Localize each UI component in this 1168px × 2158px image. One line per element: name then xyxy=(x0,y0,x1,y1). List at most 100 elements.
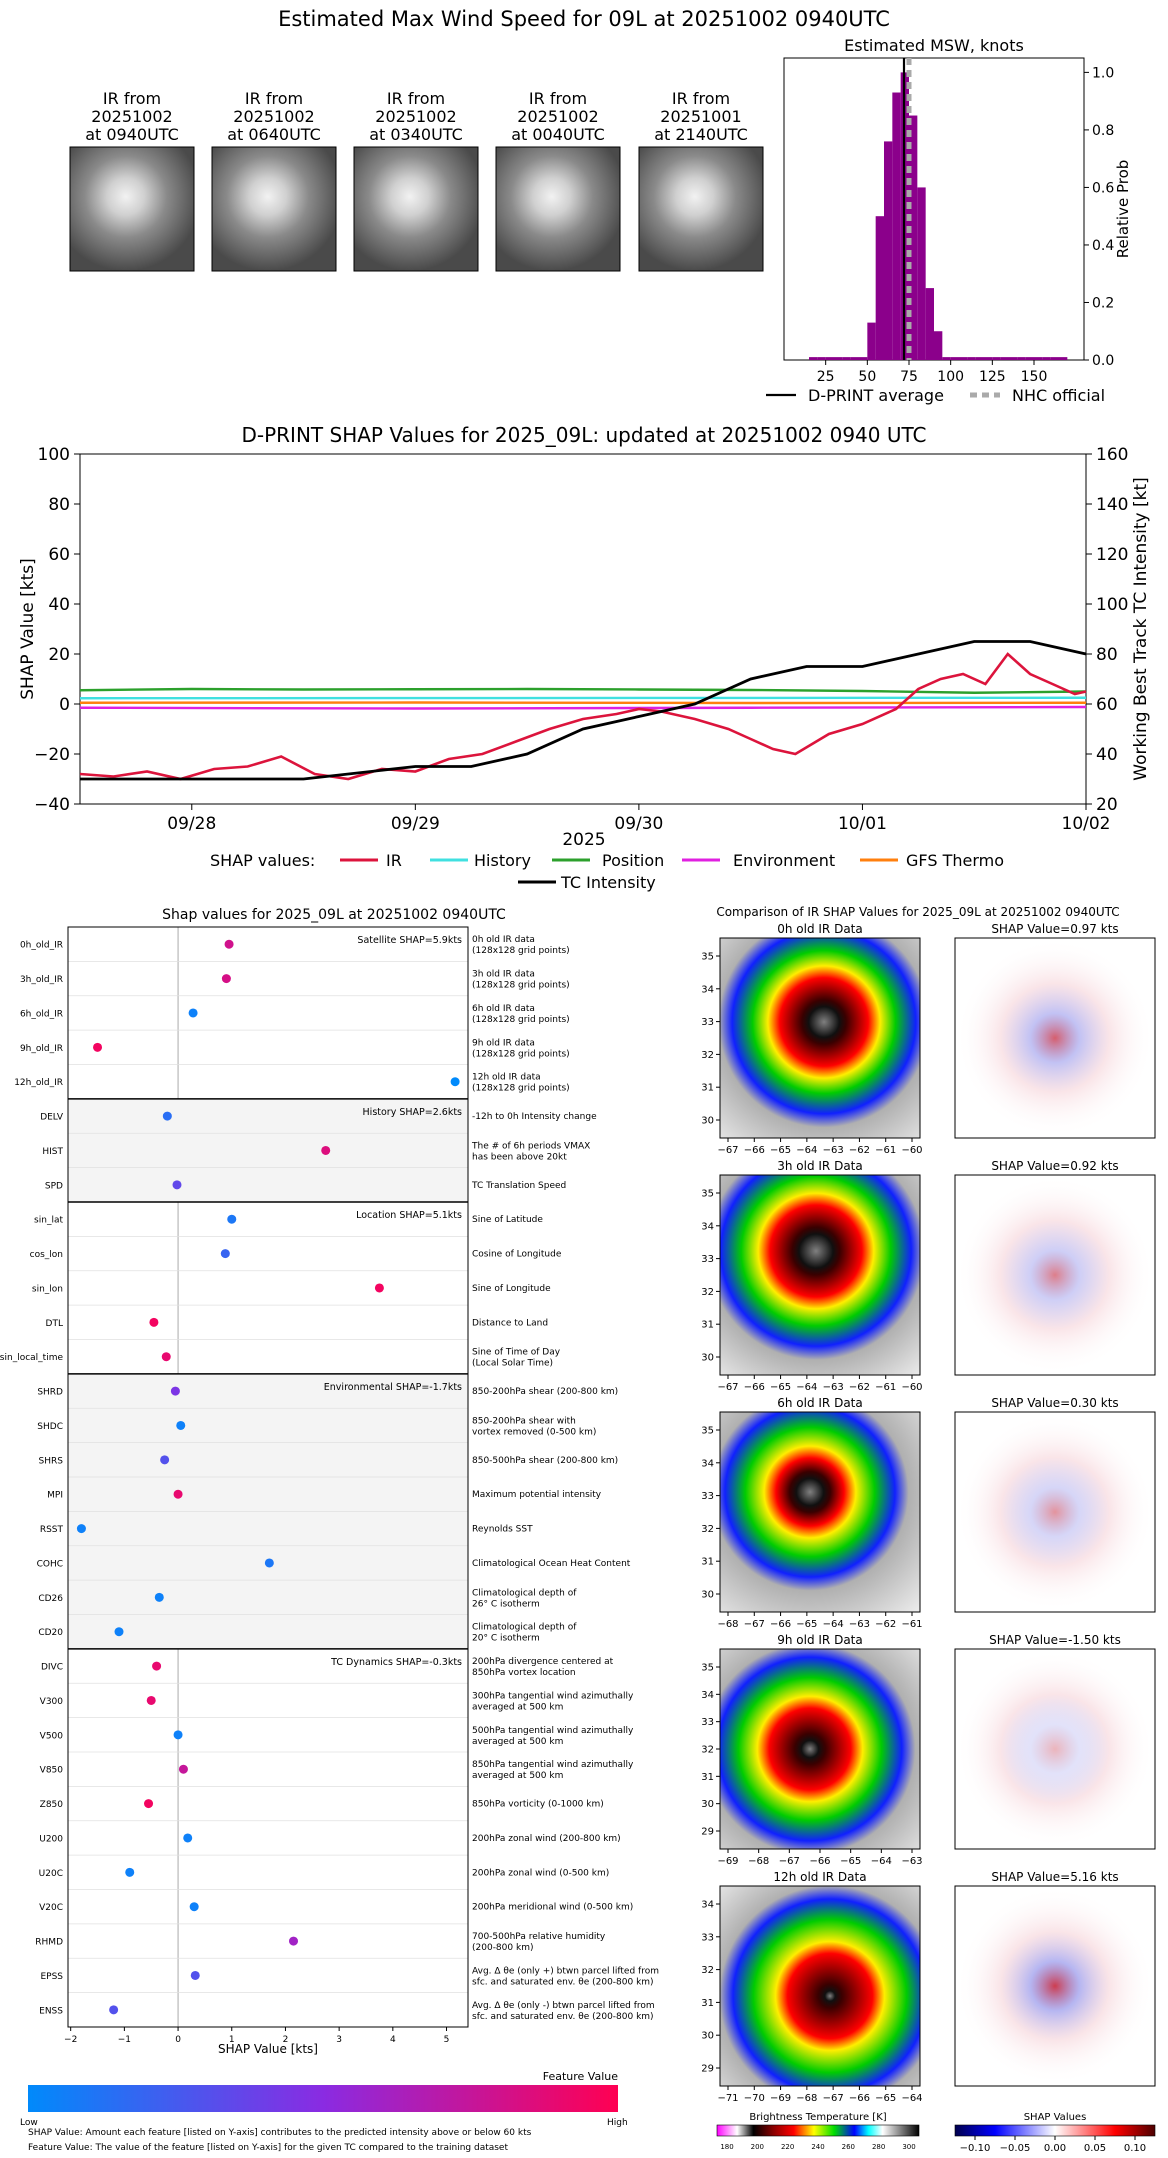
thumb-image xyxy=(495,146,621,272)
feature-desc: 700-500hPa relative humidity xyxy=(472,1932,606,1942)
thumb-title-line1: IR from xyxy=(245,89,303,108)
feature-xtick-label: 2 xyxy=(283,2035,289,2045)
thumb-title-line3: at 0340UTC xyxy=(369,125,463,144)
feature-name: CD20 xyxy=(38,1628,63,1638)
feature-name: HIST xyxy=(42,1147,63,1157)
bt-tick-label: 220 xyxy=(781,2143,794,2151)
feature-shap-point xyxy=(188,1008,198,1018)
thumb-title-line1: IR from xyxy=(529,89,587,108)
msw-hist-ylabel: Relative Prob xyxy=(1114,160,1132,259)
feature-group-label: History SHAP=2.6kts xyxy=(363,1107,463,1118)
ir-panel-row: 9h old IR Data SHAP Value=-1.50 kts −69 −68… xyxy=(701,1633,1156,1867)
feature-name: 9h_old_IR xyxy=(20,1044,63,1054)
shap-feature-title: Shap values for 2025_09L at 20251002 094… xyxy=(162,907,506,923)
bt-tick-label: 180 xyxy=(720,2143,733,2151)
thumb-image xyxy=(353,146,479,272)
ts-y2tick-label: 80 xyxy=(1096,645,1118,665)
hist-ytick-label: 0.4 xyxy=(1092,238,1114,254)
ir-xtick-label: −67 xyxy=(717,1145,738,1156)
shap-panel-title: SHAP Value=0.92 kts xyxy=(991,1159,1118,1173)
feature-shap-point xyxy=(176,1420,186,1430)
ir-xtick-label: −60 xyxy=(901,1145,922,1156)
feature-xtick-label: 1 xyxy=(229,2035,235,2045)
feature-desc: 850-500hPa shear (200-800 km) xyxy=(472,1456,618,1466)
ir-ytick-label: 30 xyxy=(701,1353,714,1364)
feature-shap-point xyxy=(321,1145,331,1155)
msw-hist-xticks: 25 50 75 100 125 150 xyxy=(817,360,1047,385)
ir-ytick-label: 34 xyxy=(701,1221,714,1232)
feature-name: V20C xyxy=(39,1903,63,1913)
hist-bar xyxy=(950,357,959,360)
hist-xtick-label: 100 xyxy=(937,369,964,385)
ir-ytick-label: 31 xyxy=(701,1557,714,1568)
thumb-title-line1: IR from xyxy=(103,89,161,108)
feature-name: DTL xyxy=(46,1319,63,1329)
ir-xtick-label: −69 xyxy=(770,2093,791,2104)
ir-xtick-label: −62 xyxy=(849,1382,870,1393)
msw-hist-bars xyxy=(809,72,1068,361)
ir-image xyxy=(719,1885,921,2087)
ir-ytick-label: 34 xyxy=(701,984,714,995)
shap-ts-y2label: Working Best Track TC Intensity [kt] xyxy=(1131,477,1151,781)
ts-xtick-label: 09/29 xyxy=(391,814,440,834)
feature-name: DIVC xyxy=(41,1663,63,1673)
ir-xtick-label: −68 xyxy=(717,1619,738,1630)
thumb-title-line1: IR from xyxy=(672,89,730,108)
bt-colorbar-title: Brightness Temperature [K] xyxy=(749,2112,886,2123)
feature-desc: 9h old IR data xyxy=(472,1038,535,1048)
hist-ytick-label: 0.8 xyxy=(1092,123,1114,139)
feature-shap-point xyxy=(289,1936,299,1946)
legend-environment-label: Environment xyxy=(733,851,835,870)
hist-bar xyxy=(992,357,1001,360)
bt-tick-label: 300 xyxy=(902,2143,915,2151)
ir-xtick-label: −61 xyxy=(875,1145,896,1156)
ir-xtick-label: −63 xyxy=(849,1619,870,1630)
shap-ts-legend: SHAP values: IR History Position Environ… xyxy=(210,851,1004,892)
feature-desc: sfc. and saturated env. θe (200-800 km) xyxy=(472,1977,654,1987)
thumb-image xyxy=(638,146,764,272)
footnote-shap: SHAP Value: Amount each feature [listed … xyxy=(28,2128,532,2138)
ir-xtick-label: −62 xyxy=(849,1145,870,1156)
thumb-title-line2: 20251002 xyxy=(233,107,314,126)
feature-shap-point xyxy=(264,1558,274,1568)
feature-shap-point xyxy=(173,1730,183,1740)
hist-bar xyxy=(1050,357,1059,360)
feature-group-label: Location SHAP=5.1kts xyxy=(356,1210,462,1221)
shap-panel-title: SHAP Value=0.97 kts xyxy=(991,922,1118,936)
series-position-line xyxy=(79,687,1087,694)
ts-y2tick-label: 40 xyxy=(1096,745,1118,765)
shap-colorbar: SHAP Values −0.10 −0.05 0.00 0.05 0.10 xyxy=(954,2112,1156,2154)
ir-image xyxy=(719,1648,921,1850)
ir-xtick-label: −66 xyxy=(809,1856,830,1867)
feature-group-label: Environmental SHAP=-1.7kts xyxy=(324,1382,462,1393)
thumb-title-line3: at 0040UTC xyxy=(511,125,605,144)
hist-bar xyxy=(959,357,968,360)
feature-shap-point xyxy=(109,2005,119,2015)
feature-name: V500 xyxy=(40,1731,64,1741)
feature-desc: The # of 6h periods VMAX xyxy=(471,1141,590,1151)
feature-desc: (200-800 km) xyxy=(472,1943,533,1953)
feature-desc: averaged at 500 km xyxy=(472,1702,563,1712)
ir-xtick-label: −63 xyxy=(823,1145,844,1156)
hist-bar xyxy=(875,216,884,360)
feature-desc: Cosine of Longitude xyxy=(472,1250,562,1260)
shap-tick-label: 0.00 xyxy=(1044,2143,1066,2154)
shap-feature-frame xyxy=(67,926,469,2028)
hist-ytick-label: 0.6 xyxy=(1092,180,1114,196)
feature-desc: Sine of Longitude xyxy=(472,1284,551,1294)
feature-desc: Climatological depth of xyxy=(472,1623,577,1633)
feature-xtick-label: 5 xyxy=(444,2035,450,2045)
feature-desc: (128x128 grid points) xyxy=(472,946,570,956)
ir-panel-title: 9h old IR Data xyxy=(777,1633,863,1647)
feature-name: U200 xyxy=(39,1834,63,1844)
feature-desc: (128x128 grid points) xyxy=(472,1084,570,1094)
shap-image xyxy=(956,1887,1154,2085)
feature-desc: sfc. and saturated env. θe (200-800 km) xyxy=(472,2012,654,2022)
ir-xtick-label: −70 xyxy=(744,2093,765,2104)
hist-bar xyxy=(934,331,943,360)
ir-panel-title: 0h old IR Data xyxy=(777,922,863,936)
ir-ytick-label: 35 xyxy=(701,1426,714,1437)
ts-y2tick-label: 140 xyxy=(1096,495,1128,515)
feature-desc: TC Translation Speed xyxy=(471,1181,566,1191)
feature-desc: 850hPa tangential wind azimuthally xyxy=(472,1760,634,1770)
